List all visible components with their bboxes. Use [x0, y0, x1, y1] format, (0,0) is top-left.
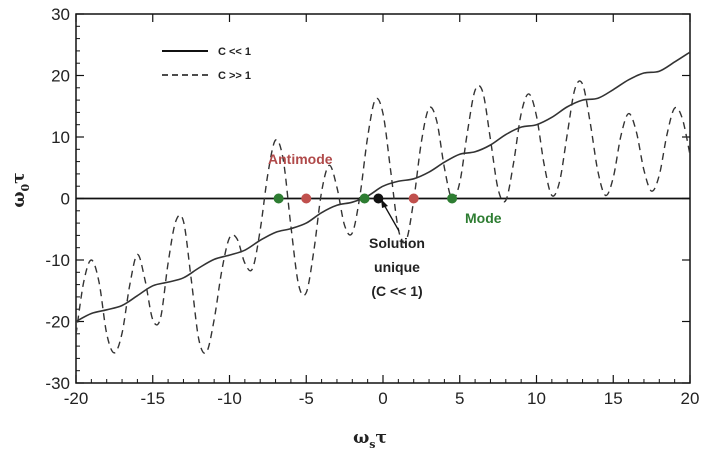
- y-tick-label: 30: [51, 5, 70, 24]
- y-tick-label: -20: [45, 313, 70, 332]
- marker-mode: [359, 193, 370, 204]
- annotation-solution-line-3: (C << 1): [371, 283, 422, 299]
- series-line-2: [76, 80, 690, 355]
- annotation-solution-line-1: Solution: [369, 235, 425, 251]
- markers-group: [273, 193, 458, 204]
- y-axis-label-sub: 0: [19, 183, 32, 191]
- y-axis-ticks: -30 -20 -10 0 10 20 30: [45, 5, 690, 393]
- x-axis-label-main: ω: [353, 428, 369, 448]
- y-axis-label-main: ω: [9, 191, 29, 207]
- y-tick-label: 0: [61, 190, 70, 209]
- marker-antimode: [408, 193, 419, 204]
- marker-mode: [447, 193, 458, 204]
- y-tick-label: -30: [45, 374, 70, 393]
- legend-label-series-1: C << 1: [218, 46, 251, 58]
- annotation-antimode: Antimode: [268, 151, 333, 167]
- legend-label-series-2: C >> 1: [218, 70, 251, 82]
- x-axis-ticks: -20 -15 -10 -5 0 5 10 15 20: [64, 14, 700, 408]
- annotation-mode: Mode: [465, 210, 502, 226]
- x-tick-label: -20: [64, 389, 89, 408]
- x-axis-label: ωsτ: [353, 428, 387, 451]
- annotation-solution-arrow: [382, 202, 400, 232]
- series-group: [76, 51, 690, 355]
- annotation-solution: Solution unique (C << 1): [369, 199, 425, 299]
- y-axis-label-tail: τ: [9, 172, 29, 183]
- x-axis-label-tail: τ: [375, 428, 386, 448]
- x-tick-label: 5: [455, 389, 464, 408]
- x-tick-label: 20: [681, 389, 700, 408]
- y-tick-label: 10: [51, 128, 70, 147]
- x-tick-label: 15: [604, 389, 623, 408]
- x-tick-label: -10: [217, 389, 242, 408]
- annotation-solution-line-2: unique: [374, 259, 420, 275]
- x-tick-label: -5: [299, 389, 314, 408]
- x-tick-label: 10: [527, 389, 546, 408]
- y-tick-label: 20: [51, 67, 70, 86]
- x-axis-label-sub: s: [369, 438, 375, 451]
- x-tick-label: -15: [140, 389, 165, 408]
- annotation-solution-arrowhead: [381, 199, 388, 208]
- series-line-1: [76, 51, 690, 323]
- y-tick-label: -10: [45, 251, 70, 270]
- marker-antimode: [301, 193, 312, 204]
- legend: C << 1 C >> 1: [162, 46, 251, 82]
- y-axis-label: ω0τ: [9, 172, 32, 207]
- marker-mode: [273, 193, 284, 204]
- x-tick-label: 0: [378, 389, 387, 408]
- marker-solution: [373, 193, 384, 204]
